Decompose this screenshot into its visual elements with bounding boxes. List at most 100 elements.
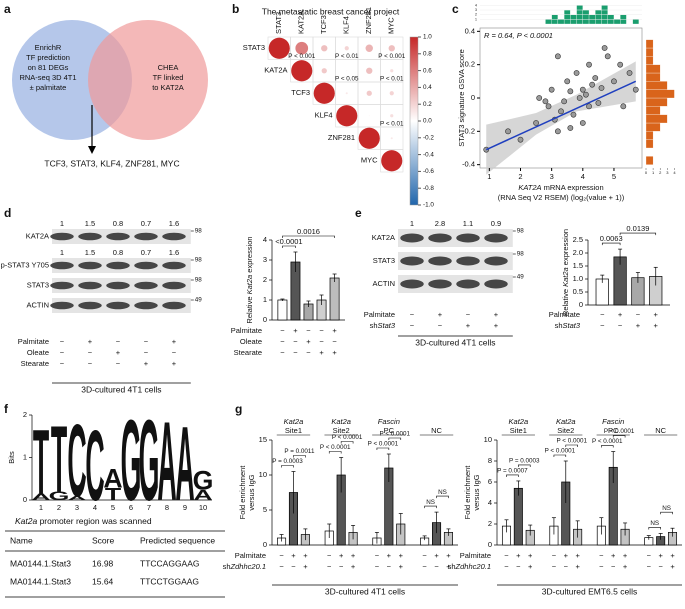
corr-circle	[389, 91, 394, 96]
y-axis-label: Relative Kat2a expression	[561, 229, 570, 316]
y-axis-label: Relative Kat2a expression	[245, 236, 254, 323]
condition-sign: −	[280, 348, 285, 357]
colorbar-label: 0.2	[423, 101, 432, 108]
caption: 3D-cultured 4T1 cells	[415, 337, 495, 347]
colorbar-label: 0.0	[423, 118, 432, 125]
band	[106, 232, 130, 241]
condition-label: Palmitate	[549, 310, 580, 319]
condition-label: Stearate	[21, 359, 49, 368]
condition-sign: +	[332, 326, 337, 335]
condition-sign: −	[293, 337, 298, 346]
significance-bracket	[619, 232, 657, 236]
p-value: NS	[438, 489, 447, 496]
text-part: Fascin	[378, 417, 400, 426]
band	[162, 261, 186, 270]
corr-circle	[321, 45, 328, 52]
condition-sign: +	[293, 326, 298, 335]
significance-bracket	[612, 435, 626, 438]
condition-sign: −	[291, 562, 296, 571]
logo-letter: C	[85, 410, 104, 522]
quant-label: 1	[410, 219, 414, 228]
point	[586, 103, 592, 110]
condition-sign: +	[654, 321, 659, 330]
y-tick-label: 1	[23, 452, 27, 461]
condition-label: Palmitate	[364, 310, 395, 319]
row-label: ACTIN	[373, 279, 396, 288]
y-tick-label: 0	[263, 540, 267, 549]
condition-sign: +	[438, 310, 443, 319]
quant-label: 1	[60, 248, 64, 257]
condition-sign: −	[600, 321, 605, 330]
cell	[380, 149, 404, 173]
venn-text: TF linked	[153, 73, 184, 82]
logo-letter: T	[33, 412, 49, 514]
point	[620, 103, 627, 110]
text-part: sh	[370, 321, 378, 330]
hist-bar	[645, 106, 661, 115]
condition-sign: −	[319, 326, 324, 335]
arrow-head	[88, 146, 96, 154]
point	[545, 103, 552, 110]
y-tick-label: 1.0	[573, 274, 583, 283]
venn-text: on 81 DEGs	[28, 63, 69, 72]
condition-sign: −	[636, 310, 641, 319]
quant-label: 1	[60, 219, 64, 228]
text-part: KAT2A	[518, 183, 541, 192]
p-annotation: P < 0.05	[335, 75, 359, 82]
band	[78, 301, 102, 310]
hist-tick-label: 3	[666, 170, 669, 175]
condition-sign: +	[172, 337, 177, 346]
p-value: 0.0139	[626, 224, 649, 233]
y-tick-label: 0	[471, 93, 475, 102]
significance-bracket	[282, 245, 296, 248]
band	[134, 281, 158, 290]
condition-sign: +	[670, 562, 675, 571]
position-label: 6	[129, 503, 133, 512]
point	[583, 91, 589, 98]
logo-letter: G	[139, 395, 160, 524]
band	[134, 301, 158, 310]
hist-bar	[645, 89, 675, 99]
band	[428, 256, 452, 266]
x-axis-label: (RNA Seq V2 RSEM) (log₂(value + 1))	[498, 193, 625, 202]
condition-label: Oleate	[240, 337, 262, 346]
bar	[329, 277, 340, 321]
table-cell: MA0144.1.Stat3	[10, 558, 71, 568]
point	[554, 53, 561, 60]
significance-bracket	[293, 455, 306, 458]
band	[50, 301, 74, 310]
condition-sign: +	[618, 310, 623, 319]
y-axis-label: Fold enrichment	[238, 465, 247, 520]
p-value: P < 0.0001	[592, 438, 623, 445]
hist-bar	[645, 139, 654, 149]
colorbar-label: -0.6	[423, 168, 434, 175]
condition-sign: −	[306, 326, 311, 335]
condition-sign: −	[60, 359, 65, 368]
y-tick-label: 0.4	[465, 26, 475, 35]
condition-sign: +	[144, 359, 149, 368]
row-label: ZNF281	[328, 133, 355, 142]
y-axis-label: STAT3 signature GSVA score	[457, 49, 466, 147]
p-value: P = 0.0007	[497, 468, 528, 475]
band	[106, 281, 130, 290]
condition-sign: +	[319, 348, 324, 357]
colorbar-label: -1.0	[423, 202, 434, 209]
hist-bar	[582, 9, 590, 25]
point	[542, 98, 549, 105]
y-tick-label: 5	[263, 505, 267, 514]
y-tick-label: 2	[488, 519, 492, 528]
confidence-band	[486, 61, 636, 175]
corr-circle	[268, 37, 290, 59]
corr-circle	[336, 105, 358, 127]
text-part: Kat2a	[15, 516, 37, 526]
y-tick-label: 4	[263, 235, 267, 244]
significance-bracket	[648, 527, 661, 530]
row-label: STAT3	[373, 256, 395, 265]
y-tick-label: 6	[488, 477, 492, 486]
hist-bar	[645, 72, 661, 82]
condition-sign: −	[658, 562, 663, 571]
mw-label: 98	[195, 277, 203, 284]
text-part: Kat2a	[561, 267, 570, 287]
point	[517, 136, 524, 143]
